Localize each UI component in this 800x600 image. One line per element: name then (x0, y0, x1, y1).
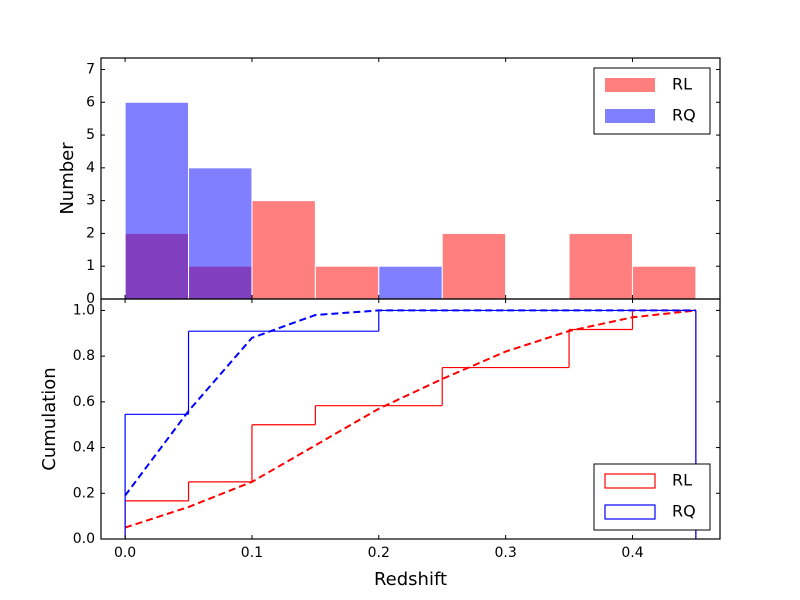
legend-swatch (604, 473, 656, 489)
y-axis-label: Cumulation (39, 367, 60, 470)
x-tick-label: 0.3 (495, 545, 517, 561)
bar (124, 101, 190, 300)
x-axis-label: Redshift (374, 569, 447, 590)
legend-label: RQ (672, 502, 696, 521)
y-tick-label: 7 (86, 61, 95, 77)
y-tick-label: 0 (86, 291, 95, 307)
x-tick-label: 0.0 (114, 545, 136, 561)
y-tick-label: 4 (86, 160, 95, 176)
legend-label: RL (672, 471, 692, 490)
y-tick-label: 1 (86, 258, 95, 274)
bar (314, 265, 380, 300)
y-tick-label: 0.6 (73, 394, 95, 410)
y-tick-label: 3 (86, 193, 95, 209)
y-tick-label: 5 (86, 127, 95, 143)
bar (441, 232, 507, 300)
bar (251, 200, 316, 300)
legend-swatch (605, 78, 655, 92)
y-tick-label: 1.0 (73, 302, 95, 318)
y-tick-label: 0.2 (73, 485, 95, 501)
axes-frame (100, 298, 721, 540)
bar (188, 167, 253, 300)
y-tick-label: 0.8 (73, 348, 95, 364)
legend-label: RL (672, 75, 692, 94)
legend-swatch (604, 504, 656, 520)
y-axis-label: Number (57, 142, 78, 215)
x-tick-label: 0.2 (368, 545, 390, 561)
y-tick-label: 0.4 (73, 440, 95, 456)
bar (378, 265, 443, 300)
x-tick-label: 0.1 (241, 545, 263, 561)
y-tick-label: 6 (86, 94, 95, 110)
y-tick-label: 2 (86, 225, 95, 241)
fit-curve (124, 309, 697, 529)
bar (631, 265, 697, 300)
legend-label: RQ (672, 106, 696, 125)
bar (568, 232, 633, 300)
legend-swatch (605, 109, 655, 123)
x-tick-label: 0.4 (621, 545, 643, 561)
y-tick-label: 0.0 (73, 531, 95, 547)
